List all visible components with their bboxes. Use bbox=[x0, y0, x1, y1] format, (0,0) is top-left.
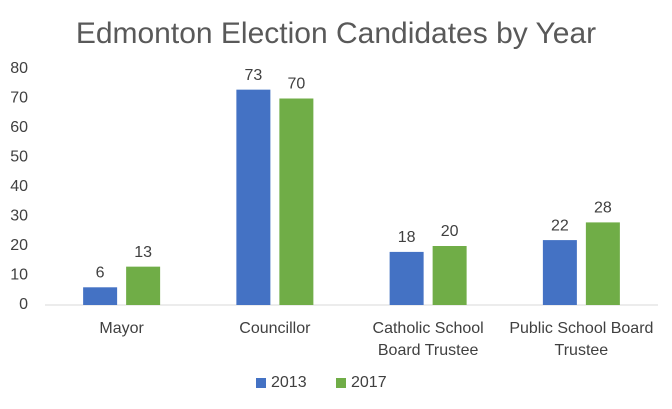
y-tick-label: 10 bbox=[10, 267, 28, 284]
data-label: 13 bbox=[134, 244, 152, 261]
data-label: 22 bbox=[551, 217, 569, 234]
x-tick-label: Catholic School Board Trustee bbox=[372, 320, 484, 359]
bar bbox=[542, 240, 577, 305]
bar bbox=[389, 251, 424, 305]
y-tick-label: 0 bbox=[19, 296, 28, 313]
legend-swatch bbox=[336, 378, 346, 388]
y-tick-label: 60 bbox=[10, 119, 28, 136]
y-tick-label: 70 bbox=[10, 90, 28, 107]
y-tick-label: 40 bbox=[10, 178, 28, 195]
y-tick-label: 50 bbox=[10, 149, 28, 166]
y-tick-label: 30 bbox=[10, 208, 28, 225]
bar bbox=[83, 287, 118, 305]
data-label: 70 bbox=[287, 76, 305, 93]
x-tick-label: Mayor bbox=[99, 320, 144, 337]
legend-swatch bbox=[256, 378, 266, 388]
data-label: 73 bbox=[244, 67, 262, 84]
data-label: 18 bbox=[398, 229, 416, 246]
legend-label: 2013 bbox=[271, 374, 307, 391]
data-label: 6 bbox=[96, 265, 105, 282]
y-tick-label: 20 bbox=[10, 237, 28, 254]
legend-label: 2017 bbox=[351, 374, 387, 391]
chart-title: Edmonton Election Candidates by Year bbox=[76, 17, 596, 50]
x-tick-label: Public School Board Trustee bbox=[509, 320, 654, 359]
bar bbox=[279, 98, 314, 305]
y-tick-label: 80 bbox=[10, 60, 28, 77]
bar bbox=[432, 246, 467, 305]
data-label: 28 bbox=[594, 200, 612, 217]
data-label: 20 bbox=[441, 223, 459, 240]
bar bbox=[585, 222, 620, 305]
x-tick-label: Councillor bbox=[239, 320, 311, 337]
bar bbox=[236, 89, 271, 306]
bar bbox=[126, 266, 161, 305]
